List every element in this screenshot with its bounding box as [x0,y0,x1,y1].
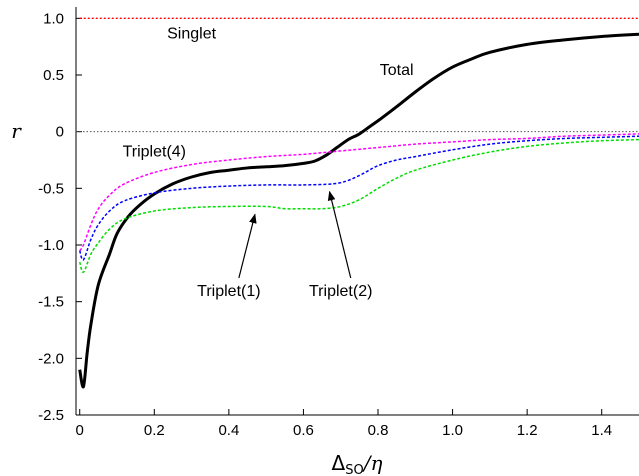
series-triplet-4 [79,133,639,252]
y-tick-label: 0 [56,124,64,141]
annotation-total: Total [380,62,414,79]
x-tick-label: 1.4 [591,422,612,439]
x-tick-label: 0.6 [293,422,314,439]
x-axis-label: ΔSO/η [332,451,383,476]
y-tick-label: -1.5 [38,294,64,311]
annotation-triplet-1: Triplet(1) [197,283,260,300]
annotation-triplet-4: Triplet(4) [123,144,186,161]
y-axis-label: r [11,119,22,143]
series-total [78,32,639,389]
annotation-singlet: Singlet [167,26,216,43]
axis-ticks: 0 0.2 0.4 0.6 0.8 1.0 1.2 1.4 1.0 0.5 0 -0.5 -1.0 -1.… [38,10,612,439]
x-tick-label: 0 [76,422,84,439]
x-tick-label: 0.4 [218,422,239,439]
x-tick-label: 0.2 [144,422,165,439]
y-tick-label: -2.5 [38,407,64,424]
y-tick-label: -1.0 [38,237,64,254]
annotation-arrow [238,213,257,279]
x-axis-label-sub: SO [345,463,363,476]
plot-area [75,7,639,416]
annotations: Singlet Total Triplet(4) Triplet(1) Triplet(… [123,26,414,300]
y-tick-label: -0.5 [38,180,64,197]
x-tick-label: 1.2 [517,422,538,439]
x-axis-label-main: Δ [332,451,346,475]
y-tick-label: 1.0 [43,10,64,27]
annotation-arrow [327,190,352,279]
y-tick-label: -2.0 [38,350,64,367]
x-tick-label: 0.8 [368,422,389,439]
series-triplet-2 [79,135,639,261]
y-tick-label: 0.5 [43,67,64,84]
series-lines [78,17,639,389]
x-tick-label: 1.0 [442,422,463,439]
annotation-triplet-2: Triplet(2) [309,283,372,300]
x-axis-label-tail: /η [362,451,383,475]
series-triplet-1 [79,138,639,273]
